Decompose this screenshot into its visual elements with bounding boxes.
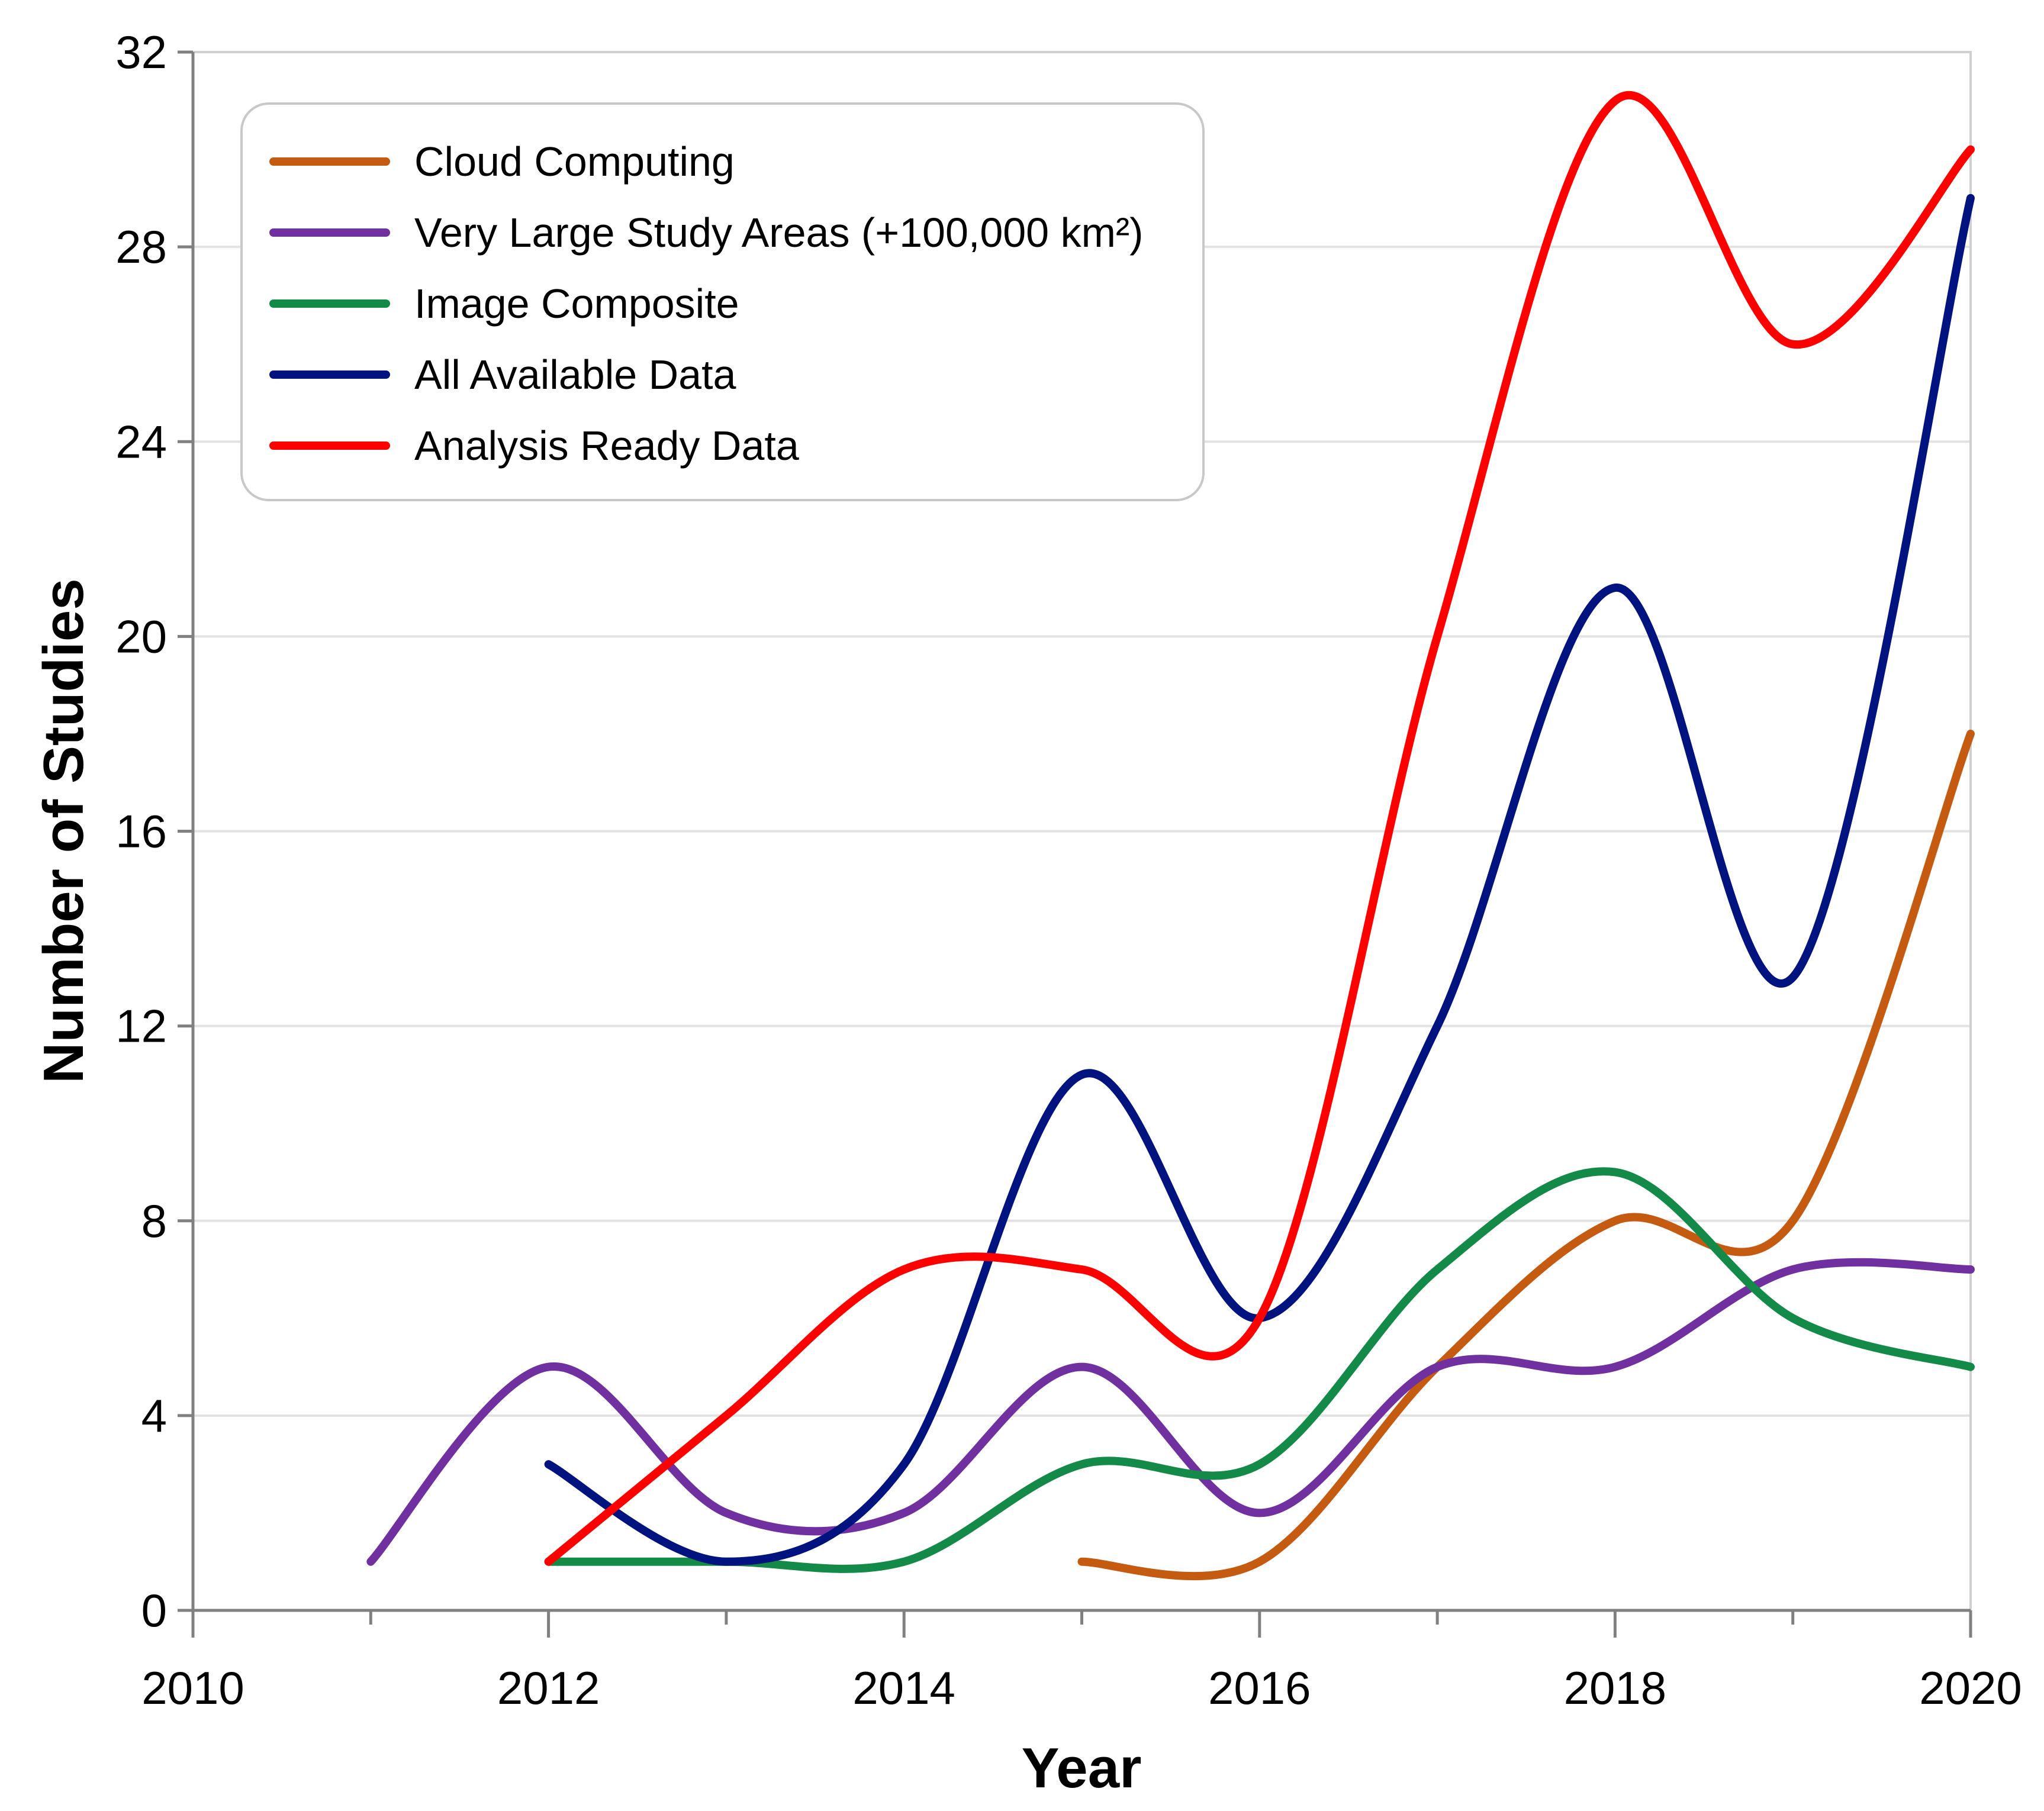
x-axis-title: Year: [1022, 1736, 1142, 1800]
series-line-0: [1077, 729, 1975, 1581]
series-line-4: [544, 91, 1975, 1566]
legend-box: [240, 102, 1205, 501]
legend-label-1: Very Large Study Areas (+100,000 km²): [414, 210, 1144, 256]
x-tick-label-2016: 2016: [1208, 1662, 1311, 1714]
y-tick-label-12: 12: [115, 1000, 167, 1052]
y-tick-label-0: 0: [141, 1584, 167, 1636]
y-tick-label-24: 24: [115, 415, 167, 468]
series-line-1: [366, 1258, 1975, 1566]
x-tick-label-2014: 2014: [852, 1662, 955, 1714]
y-tick-label-32: 32: [115, 26, 167, 78]
legend-label-2: Image Composite: [414, 281, 739, 327]
legend-label-0: Cloud Computing: [414, 138, 735, 185]
y-tick-label-8: 8: [141, 1195, 167, 1247]
legend: Cloud Computing Very Large Study Areas (+…: [240, 102, 1205, 501]
legend-label-3: All Available Data: [414, 352, 736, 398]
axes: 0 4 8 12 16 20 24 28 32 2010 2012 2014 2016 2018 2020: [115, 26, 2022, 1714]
x-tick-label-2010: 2010: [141, 1662, 244, 1714]
x-tick-label-2020: 2020: [1919, 1662, 2022, 1714]
x-tick-label-2012: 2012: [497, 1662, 600, 1714]
legend-label-4: Analysis Ready Data: [414, 423, 799, 469]
y-tick-label-28: 28: [115, 221, 167, 273]
y-tick-label-4: 4: [141, 1390, 167, 1442]
y-tick-label-20: 20: [115, 610, 167, 662]
series-line-3: [544, 194, 1975, 1566]
y-tick-label-16: 16: [115, 805, 167, 858]
series-lines: [366, 91, 1975, 1581]
series-line-2: [544, 1167, 1975, 1573]
y-axis-title: Number of Studies: [32, 578, 95, 1083]
x-tick-label-2018: 2018: [1564, 1662, 1667, 1714]
